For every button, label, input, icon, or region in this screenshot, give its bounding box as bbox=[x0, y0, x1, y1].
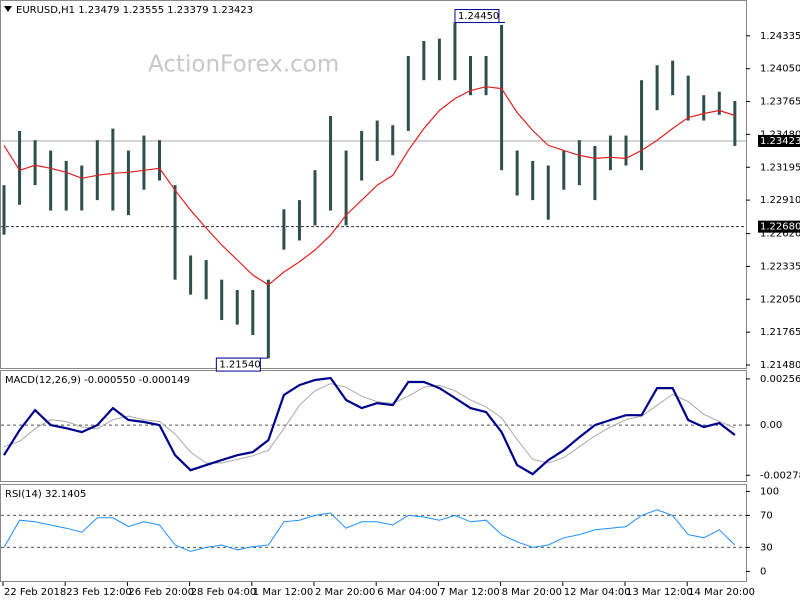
x-tick-label: 1 Mar 12:00 bbox=[253, 587, 313, 598]
y-tick-label: 70 bbox=[760, 510, 773, 521]
hl-bar bbox=[204, 260, 208, 300]
hl-bar bbox=[266, 279, 270, 359]
hl-bar bbox=[235, 290, 239, 325]
hl-bar bbox=[18, 130, 22, 205]
y-tick-label: 1.22335 bbox=[760, 261, 800, 272]
main-panel bbox=[0, 0, 747, 369]
y-tick-label: 1.23195 bbox=[760, 162, 800, 173]
menu-triangle bbox=[4, 6, 12, 12]
y-tick-label: 1.24050 bbox=[760, 64, 800, 75]
watermark: ActionForex.com bbox=[148, 52, 339, 78]
hl-bar bbox=[313, 170, 317, 226]
hl-bar bbox=[702, 95, 706, 121]
max-label-box bbox=[454, 9, 500, 24]
hl-bar bbox=[624, 135, 628, 166]
moving-average bbox=[3, 86, 736, 286]
indicator-line bbox=[3, 509, 736, 552]
y-tick-label: 1.21765 bbox=[760, 327, 800, 338]
x-tick-label: 7 Mar 12:00 bbox=[439, 587, 499, 598]
x-tick-label: 12 Mar 04:00 bbox=[564, 587, 631, 598]
x-tick-label: 8 Mar 20:00 bbox=[502, 587, 562, 598]
panel-title: EURUSD,H1 1.23479 1.23555 1.23379 1.2342… bbox=[16, 5, 253, 16]
hl-bar bbox=[189, 255, 193, 295]
price-label: 1.22680 bbox=[760, 222, 800, 233]
rsi-panel bbox=[0, 484, 747, 582]
hl-bar bbox=[360, 130, 364, 181]
hl-bar bbox=[344, 150, 348, 226]
y-tick-label: 1.23765 bbox=[760, 97, 800, 108]
hl-bar bbox=[375, 120, 379, 161]
hl-bar bbox=[593, 145, 597, 201]
hl-bar bbox=[80, 165, 84, 211]
hl-bar bbox=[671, 60, 675, 96]
hl-bar bbox=[49, 150, 53, 211]
hl-bar bbox=[562, 150, 566, 190]
hl-bar bbox=[437, 38, 441, 81]
hl-bar bbox=[142, 135, 146, 190]
hl-bar bbox=[282, 209, 286, 250]
y-tick-label: 0.002564 bbox=[760, 374, 800, 385]
hl-bar bbox=[500, 24, 504, 171]
x-tick-label: 23 Feb 12:00 bbox=[66, 587, 132, 598]
hl-bar bbox=[251, 290, 255, 336]
hl-bar bbox=[111, 128, 115, 211]
hl-bar bbox=[329, 115, 333, 211]
x-tick-label: 6 Mar 04:00 bbox=[377, 587, 437, 598]
hl-bar bbox=[126, 150, 130, 216]
hl-bar bbox=[422, 41, 426, 81]
hl-bar bbox=[64, 160, 68, 211]
y-tick-label: 0 bbox=[760, 566, 766, 577]
hl-bar bbox=[655, 65, 659, 111]
hl-bar bbox=[2, 185, 6, 235]
hl-bar bbox=[391, 125, 395, 156]
y-tick-label: 30 bbox=[760, 542, 773, 553]
hl-bar bbox=[484, 55, 488, 96]
hl-bar bbox=[577, 140, 581, 186]
hl-bar bbox=[95, 140, 99, 201]
panel-title: RSI(14) 32.1405 bbox=[5, 489, 86, 500]
y-tick-label: 1.22050 bbox=[760, 294, 800, 305]
hl-bar bbox=[546, 165, 550, 220]
price-label: 1.23423 bbox=[760, 136, 800, 147]
panel-title: MACD(12,26,9) -0.000550 -0.000149 bbox=[5, 375, 190, 386]
hl-bar bbox=[406, 55, 410, 131]
max-label: 1.24450 bbox=[458, 11, 499, 22]
y-tick-label: 1.21480 bbox=[760, 360, 800, 371]
hl-bar bbox=[733, 100, 737, 146]
hl-bar bbox=[173, 185, 177, 280]
hl-bar bbox=[640, 80, 644, 171]
x-tick-label: 14 Mar 20:00 bbox=[688, 587, 755, 598]
hl-bar bbox=[220, 279, 224, 321]
x-tick-label: 13 Mar 12:00 bbox=[626, 587, 693, 598]
hl-bar bbox=[686, 75, 690, 121]
indicator-line bbox=[3, 376, 736, 476]
hl-bar bbox=[531, 160, 535, 201]
macd-panel bbox=[0, 370, 747, 482]
price-label-box bbox=[758, 134, 800, 147]
hl-bar bbox=[33, 140, 37, 186]
y-tick-label: 0.00 bbox=[760, 420, 782, 431]
y-tick-label: 1.24335 bbox=[760, 31, 800, 42]
y-tick-label: 1.22910 bbox=[760, 195, 800, 206]
x-tick-label: 26 Feb 20:00 bbox=[128, 587, 194, 598]
hl-bar bbox=[469, 55, 472, 96]
hl-bar bbox=[297, 200, 301, 241]
y-tick-label: 1.22620 bbox=[760, 229, 800, 240]
hl-bar bbox=[608, 135, 612, 171]
hl-bar bbox=[453, 22, 457, 81]
x-tick-label: 2 Mar 20:00 bbox=[315, 587, 375, 598]
y-tick-label: -0.002783 bbox=[760, 470, 800, 481]
hl-bar bbox=[158, 140, 161, 181]
price-label-box bbox=[758, 220, 800, 233]
y-tick-label: 1.23480 bbox=[760, 129, 800, 140]
x-tick-label: 28 Feb 04:00 bbox=[191, 587, 257, 598]
min-label-box bbox=[215, 357, 261, 372]
min-label: 1.21540 bbox=[219, 360, 260, 371]
y-tick-label: 100 bbox=[760, 486, 779, 497]
x-tick-label: 22 Feb 2018 bbox=[4, 587, 66, 598]
hl-bar bbox=[717, 91, 721, 115]
hl-bar bbox=[515, 150, 519, 196]
